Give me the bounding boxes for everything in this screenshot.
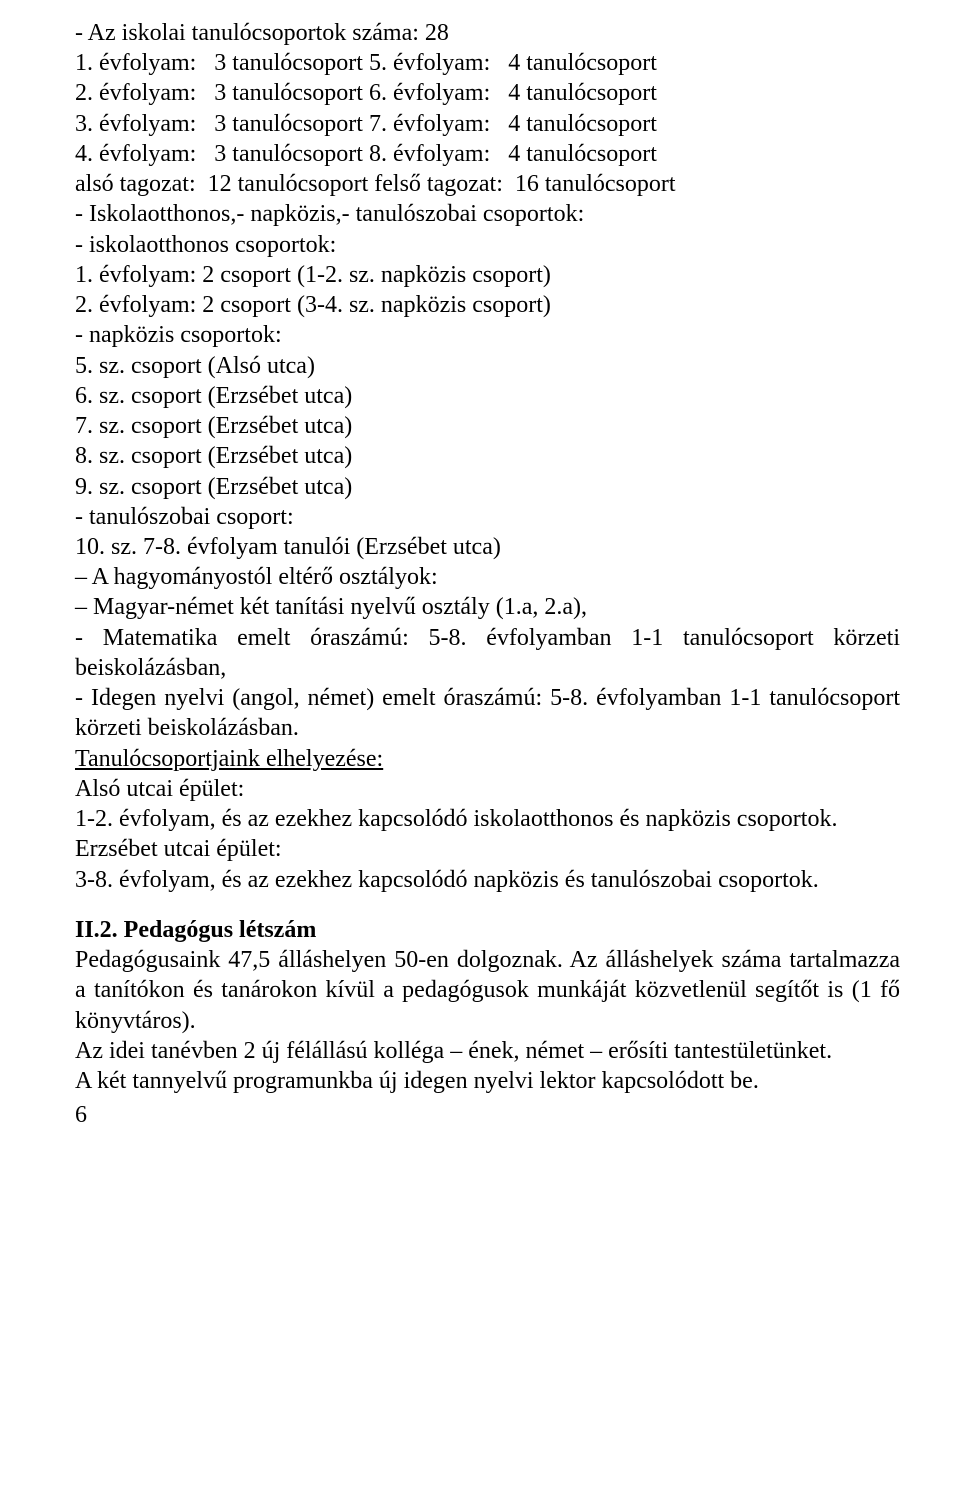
text-line: 3-8. évfolyam, és az ezekhez kapcsolódó … bbox=[75, 865, 900, 895]
text-line: Tanulócsoportjaink elhelyezése: bbox=[75, 744, 900, 774]
text-line: 9. sz. csoport (Erzsébet utca) bbox=[75, 472, 900, 502]
text-line: - tanulószobai csoport: bbox=[75, 502, 900, 532]
text-line: A két tannyelvű programunkba új idegen n… bbox=[75, 1066, 900, 1096]
text-line: 8. sz. csoport (Erzsébet utca) bbox=[75, 441, 900, 471]
text-line: Alsó utcai épület: bbox=[75, 774, 900, 804]
text-line: 1. évfolyam: 3 tanulócsoport 5. évfolyam… bbox=[75, 48, 900, 78]
text-line: - iskolaotthonos csoportok: bbox=[75, 230, 900, 260]
text-line: - Az iskolai tanulócsoportok száma: 28 bbox=[75, 18, 900, 48]
text-line: 10. sz. 7-8. évfolyam tanulói (Erzsébet … bbox=[75, 532, 900, 562]
document-body: - Az iskolai tanulócsoportok száma: 281.… bbox=[75, 18, 900, 1096]
text-line: 2. évfolyam: 2 csoport (3-4. sz. napközi… bbox=[75, 290, 900, 320]
text-line: Az idei tanévben 2 új félállású kolléga … bbox=[75, 1036, 900, 1066]
text-line: – A hagyományostól eltérő osztályok: bbox=[75, 562, 900, 592]
text-line: 2. évfolyam: 3 tanulócsoport 6. évfolyam… bbox=[75, 78, 900, 108]
document-page: - Az iskolai tanulócsoportok száma: 281.… bbox=[0, 0, 960, 1487]
text-line: 1. évfolyam: 2 csoport (1-2. sz. napközi… bbox=[75, 260, 900, 290]
text-line: - Idegen nyelvi (angol, német) emelt óra… bbox=[75, 683, 900, 743]
text-line: 3. évfolyam: 3 tanulócsoport 7. évfolyam… bbox=[75, 109, 900, 139]
page-number: 6 bbox=[75, 1100, 900, 1130]
text-line: 4. évfolyam: 3 tanulócsoport 8. évfolyam… bbox=[75, 139, 900, 169]
text-line: – Magyar-német két tanítási nyelvű osztá… bbox=[75, 592, 900, 622]
text-line: - napközis csoportok: bbox=[75, 320, 900, 350]
text-line: alsó tagozat: 12 tanulócsoport felső tag… bbox=[75, 169, 900, 199]
text-line: II.2. Pedagógus létszám bbox=[75, 915, 900, 945]
text-line: Erzsébet utcai épület: bbox=[75, 834, 900, 864]
text-line: 6. sz. csoport (Erzsébet utca) bbox=[75, 381, 900, 411]
text-line: - Matematika emelt óraszámú: 5-8. évfoly… bbox=[75, 623, 900, 683]
text-line: Pedagógusaink 47,5 álláshelyen 50-en dol… bbox=[75, 945, 900, 1036]
text-line: - Iskolaotthonos,- napközis,- tanulószob… bbox=[75, 199, 900, 229]
text-line: 7. sz. csoport (Erzsébet utca) bbox=[75, 411, 900, 441]
text-line: 1-2. évfolyam, és az ezekhez kapcsolódó … bbox=[75, 804, 900, 834]
text-line: 5. sz. csoport (Alsó utca) bbox=[75, 351, 900, 381]
